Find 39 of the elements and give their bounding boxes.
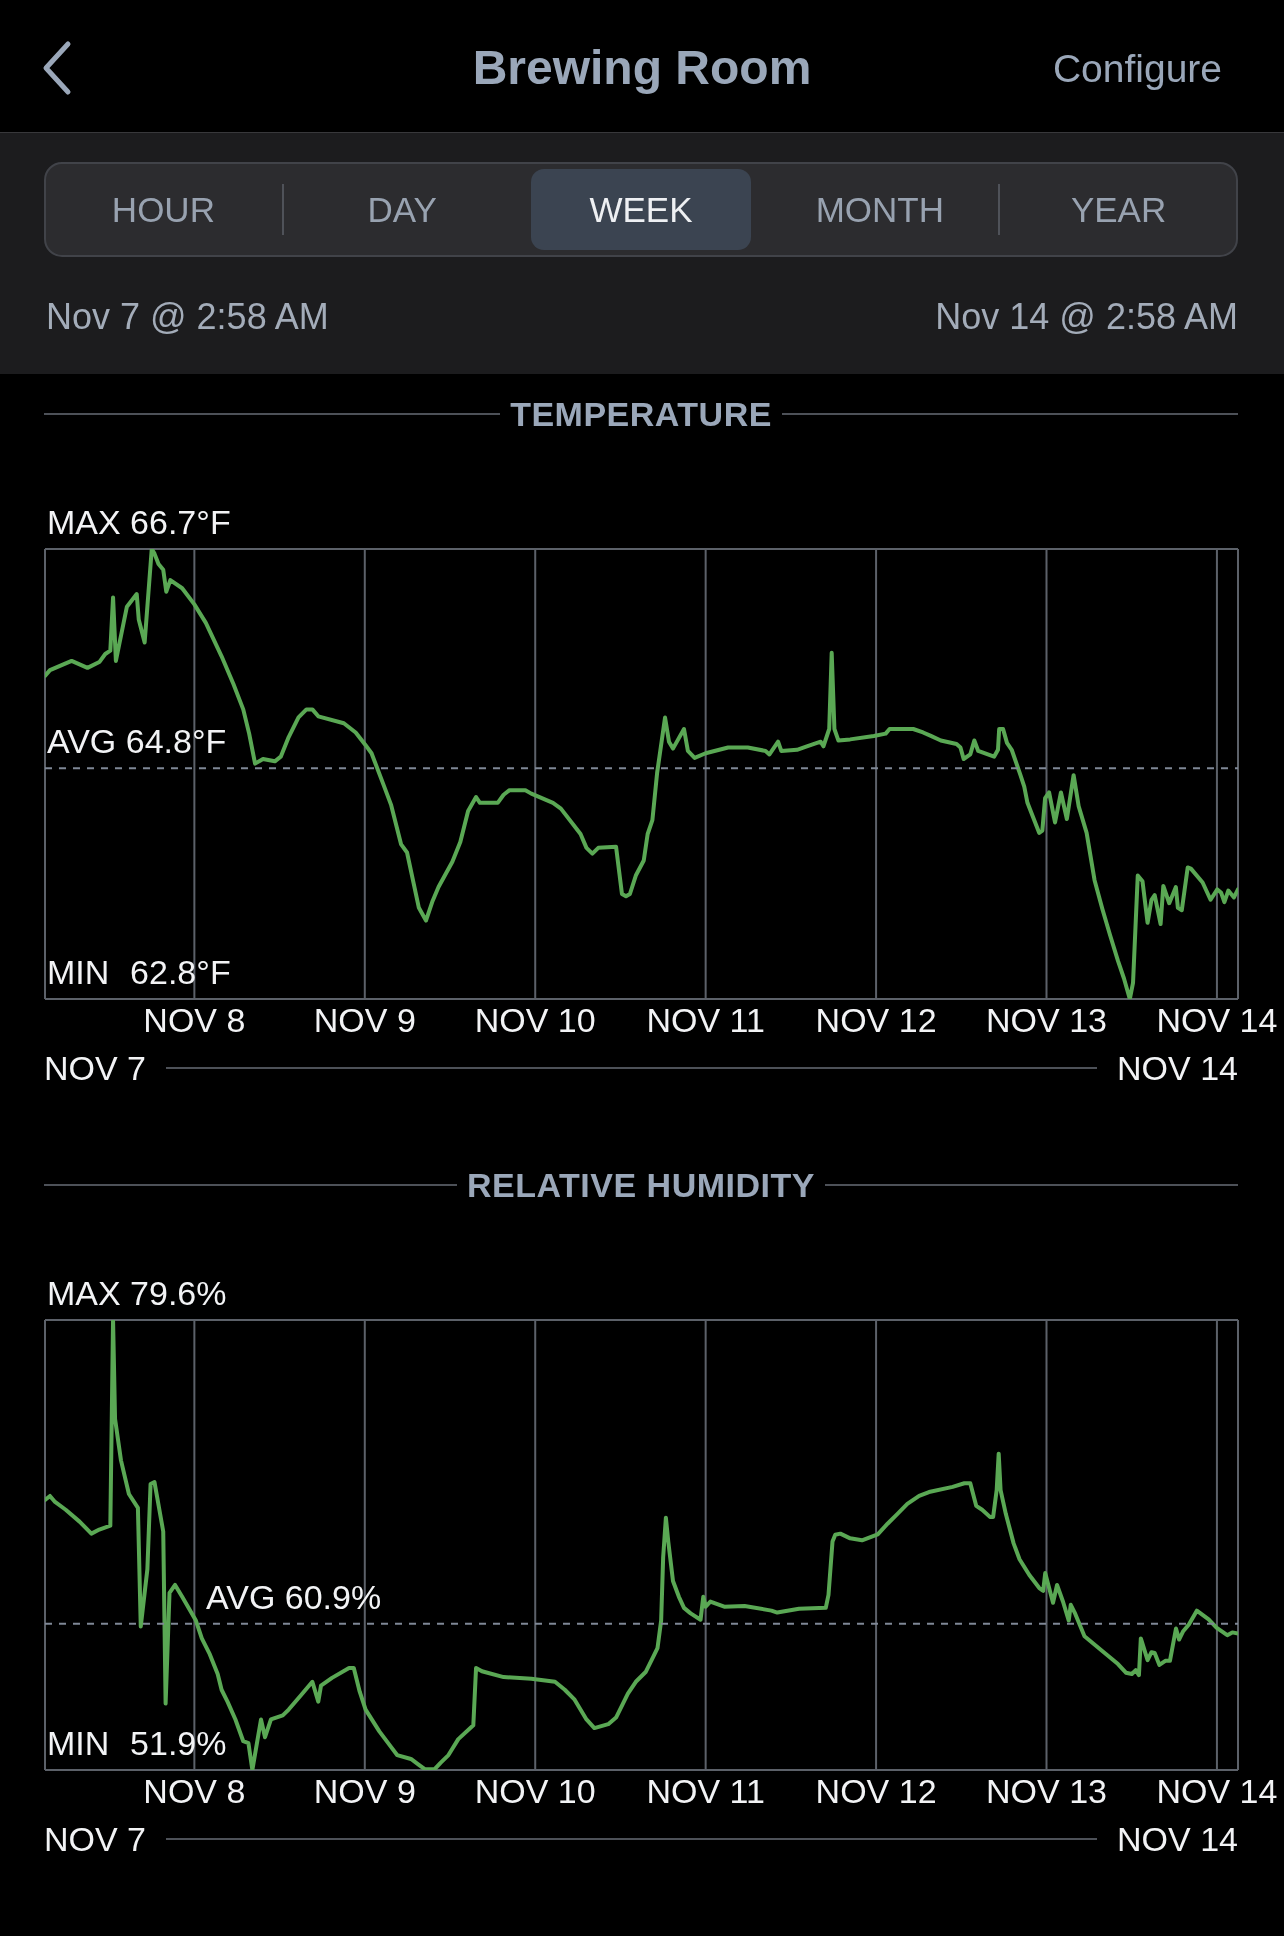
text: MAX [47, 1274, 121, 1312]
text: Nov 7 @ 2:58 AM [46, 296, 329, 337]
text: NOV 7 [44, 1819, 147, 1859]
x-tick-label: NOV 13 [986, 1001, 1107, 1039]
annotation: MIN [47, 953, 110, 991]
x-tick-label: NOV 12 [815, 1001, 937, 1039]
text: MONTH [815, 189, 944, 230]
chart-title: TEMPERATURE [510, 394, 772, 434]
text: NOV 14 [1117, 1819, 1238, 1859]
x-tick-label: NOV 11 [646, 1772, 765, 1810]
y-tick-label: 66.7°F [130, 503, 231, 541]
text: DAY [367, 189, 437, 230]
x-tick-label: NOV 9 [313, 1772, 416, 1810]
x-tick-label: NOV 14 [1156, 1001, 1278, 1039]
y-tick-label: 62.8°F [130, 953, 231, 991]
y-tick-label: 51.9% [130, 1724, 227, 1762]
text: HOUR [111, 189, 215, 230]
x-tick-label: NOV 13 [986, 1772, 1107, 1810]
text: Brewing Room [472, 41, 812, 94]
x-tick-label: NOV 8 [143, 1772, 246, 1810]
text: Nov 14 @ 2:58 AM [935, 296, 1238, 337]
annotation: MIN [47, 1724, 110, 1762]
text: YEAR [1070, 189, 1167, 230]
chart-title: RELATIVE HUMIDITY [467, 1165, 815, 1205]
text: WEEK [589, 189, 693, 230]
ref-line-label: AVG 60.9% [206, 1577, 382, 1616]
x-tick-label: NOV 11 [646, 1001, 765, 1039]
x-tick-label: NOV 12 [815, 1772, 937, 1810]
text: NOV 7 [44, 1048, 147, 1088]
x-tick-label: NOV 10 [474, 1001, 596, 1039]
x-tick-label: NOV 8 [143, 1001, 246, 1039]
x-tick-label: NOV 9 [313, 1001, 416, 1039]
x-tick-label: NOV 14 [1156, 1772, 1278, 1810]
text: MAX [47, 503, 121, 541]
ref-line-label: AVG 64.8°F [47, 722, 227, 761]
x-tick-label: NOV 10 [474, 1772, 596, 1810]
text: NOV 14 [1117, 1048, 1238, 1088]
text: Configure [1052, 47, 1222, 90]
y-tick-label: 79.6% [130, 1274, 227, 1312]
